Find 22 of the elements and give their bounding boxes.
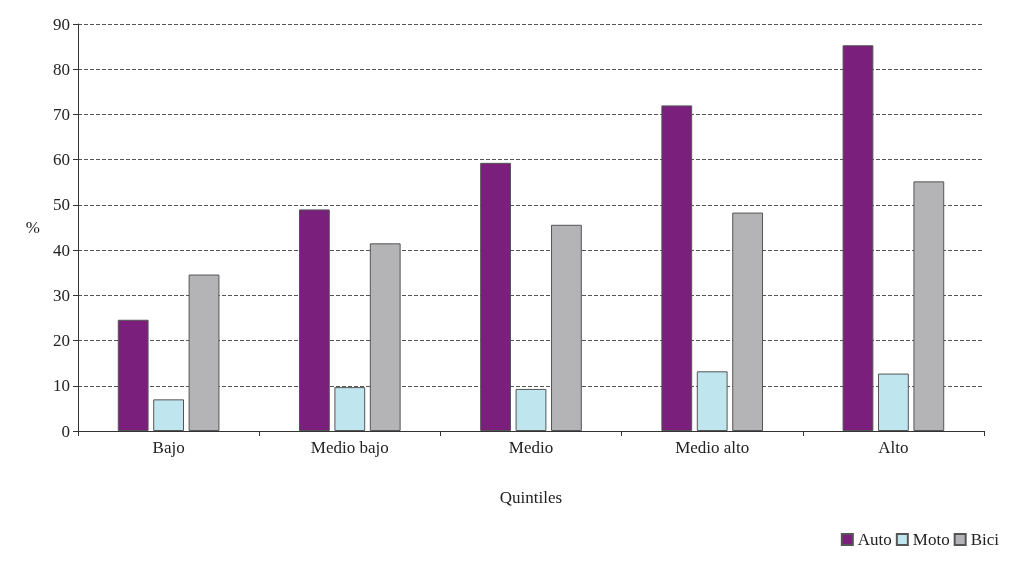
- x-tick-label: Medio bajo: [310, 438, 389, 457]
- x-tick-label: Medio alto: [675, 438, 750, 457]
- bar: [153, 399, 184, 431]
- y-axis-title: %: [25, 218, 40, 237]
- y-tick-label: 50: [53, 195, 70, 215]
- legend-label: Auto: [857, 530, 892, 549]
- y-tick-label: 0: [61, 421, 70, 441]
- y-tick-label: 90: [53, 14, 70, 34]
- y-tick-label: 40: [53, 240, 70, 260]
- y-tick-label: 60: [53, 150, 70, 170]
- x-tick-label: Bajo: [152, 438, 185, 457]
- legend-label: Moto: [912, 530, 950, 549]
- y-tick-label: 70: [53, 104, 70, 124]
- x-tick-label: Medio: [508, 438, 554, 457]
- x-tick-label: Alto: [878, 438, 909, 457]
- y-tick-label: 10: [53, 376, 70, 396]
- legend-label: Bici: [970, 530, 1000, 549]
- y-tick-label: 30: [53, 285, 70, 305]
- y-tick-label: 20: [53, 331, 70, 351]
- x-axis-title: Quintiles: [499, 488, 563, 507]
- y-tick-label: 80: [53, 59, 70, 79]
- bar: [515, 388, 547, 431]
